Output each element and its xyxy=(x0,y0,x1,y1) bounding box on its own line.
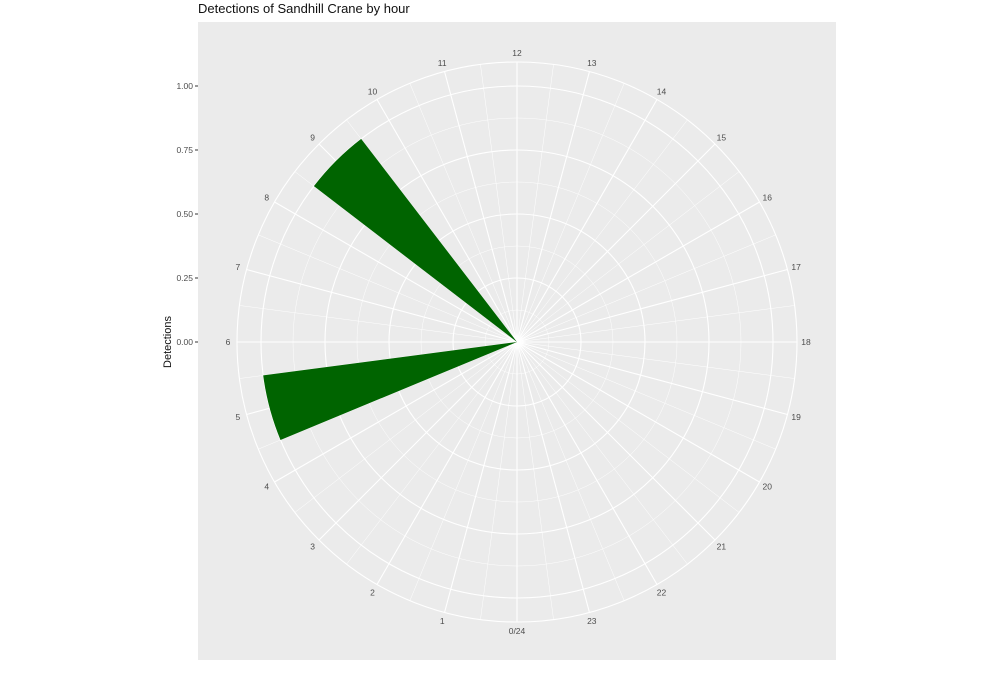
major-radial-grid xyxy=(516,341,591,613)
major-radial-grid xyxy=(246,268,518,343)
minor-radial-grid xyxy=(516,341,776,450)
hour-label: 18 xyxy=(801,337,811,347)
hour-label: 10 xyxy=(368,87,378,97)
minor-circle-grid xyxy=(356,181,678,503)
minor-radial-grid xyxy=(516,119,688,343)
hour-label: 7 xyxy=(235,262,240,272)
major-radial-grid xyxy=(516,341,760,483)
hour-label: 6 xyxy=(226,337,231,347)
major-radial-grid xyxy=(443,71,518,343)
major-radial-grid xyxy=(516,143,716,343)
hour-label: 8 xyxy=(264,193,269,203)
chart-title: Detections of Sandhill Crane by hour xyxy=(198,1,410,16)
hour-label: 4 xyxy=(264,482,269,492)
minor-radial-grid xyxy=(239,305,518,343)
major-radial-grid xyxy=(516,268,788,343)
hour-label: 3 xyxy=(310,541,315,551)
bars xyxy=(263,138,517,440)
y-axis: 0.00 0.25 0.50 0.75 1.00 xyxy=(176,81,198,347)
minor-radial-grid xyxy=(409,83,518,343)
major-circle-grid xyxy=(324,149,710,535)
y-axis-title: Detections xyxy=(162,316,174,368)
major-radial-grid xyxy=(274,341,518,483)
minor-radial-grid xyxy=(516,83,625,343)
hour-label: 13 xyxy=(587,58,597,68)
bar-hour-9 xyxy=(313,138,517,342)
hour-labels: 0/24123456789101112131415161718192021222… xyxy=(226,48,811,636)
hour-label: 20 xyxy=(763,482,773,492)
hour-label: 0/24 xyxy=(509,626,526,636)
minor-radial-grid xyxy=(516,341,688,565)
major-circle-grid xyxy=(260,85,774,599)
hour-label: 19 xyxy=(791,412,801,422)
outer-circle-grid xyxy=(236,61,798,623)
hour-label: 23 xyxy=(587,616,597,626)
major-radial-grid xyxy=(516,341,788,416)
major-circle-grid xyxy=(452,277,582,407)
minor-radial-grid xyxy=(516,341,740,513)
hour-label: 21 xyxy=(717,541,727,551)
y-tick-label: 0.00 xyxy=(176,337,193,347)
minor-radial-grid xyxy=(516,234,776,343)
minor-radial-grid xyxy=(516,341,625,601)
minor-circle-grid xyxy=(484,309,550,375)
minor-radial-grid xyxy=(294,341,518,513)
major-radial-grid xyxy=(443,341,518,613)
minor-radial-grid xyxy=(346,341,518,565)
y-tick-label: 0.50 xyxy=(176,209,193,219)
hour-label: 16 xyxy=(763,193,773,203)
hour-label: 9 xyxy=(310,133,315,143)
major-radial-grid xyxy=(516,341,658,585)
hour-label: 1 xyxy=(440,616,445,626)
hour-label: 17 xyxy=(791,262,801,272)
hour-label: 15 xyxy=(717,133,727,143)
minor-radial-grid xyxy=(409,341,518,601)
minor-radial-grid xyxy=(516,64,554,343)
y-tick-label: 1.00 xyxy=(176,81,193,91)
major-circle-grid xyxy=(388,213,646,471)
hour-label: 2 xyxy=(370,587,375,597)
minor-radial-grid xyxy=(516,341,795,379)
minor-circle-grid xyxy=(292,117,742,567)
major-radial-grid xyxy=(376,99,518,343)
major-radial-grid xyxy=(318,341,518,541)
y-tick-label: 0.25 xyxy=(176,273,193,283)
hour-label: 22 xyxy=(657,587,667,597)
major-radial-grid xyxy=(516,341,716,541)
major-radial-grid xyxy=(274,201,518,343)
minor-radial-grid xyxy=(516,341,554,620)
major-radial-grid xyxy=(516,201,760,343)
major-radial-grid xyxy=(376,341,518,585)
hour-label: 11 xyxy=(438,58,447,68)
minor-radial-grid xyxy=(516,305,795,343)
minor-radial-grid xyxy=(516,171,740,343)
hour-label: 14 xyxy=(657,87,667,97)
bar-hour-5 xyxy=(263,342,517,440)
major-radial-grid xyxy=(516,71,591,343)
hour-label: 5 xyxy=(235,412,240,422)
minor-radial-grid xyxy=(480,341,518,620)
minor-radial-grid xyxy=(258,234,518,343)
y-tick-label: 0.75 xyxy=(176,145,193,155)
minor-radial-grid xyxy=(480,64,518,343)
minor-circle-grid xyxy=(420,245,614,439)
major-radial-grid xyxy=(516,99,658,343)
hour-label: 12 xyxy=(512,48,522,58)
